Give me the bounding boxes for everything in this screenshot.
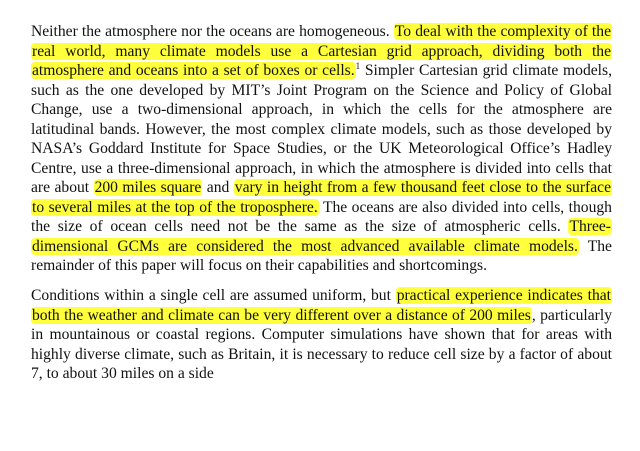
text-segment: , particularly in mountainous or coastal… [31,306,613,383]
text-segment: Neither the atmosphere nor the oceans ar… [31,23,394,40]
text-segment: The oceans are also divided into cells, … [31,198,612,236]
text-segment: The remainder of this paper will focus o… [31,237,612,275]
paragraph-1: Neither the atmosphere nor the oceans ar… [31,22,613,276]
paragraph-2: Conditions within a single cell are assu… [31,286,612,384]
document-body: Neither the atmosphere nor the oceans ar… [31,22,613,384]
text-segment: and [202,179,234,196]
highlighted-text: 200 miles square [93,179,203,196]
footnote-marker: 1 [355,60,361,71]
text-segment: Conditions within a single cell are assu… [31,287,396,304]
text-segment: Simpler Cartesian grid climate models, s… [31,62,612,196]
